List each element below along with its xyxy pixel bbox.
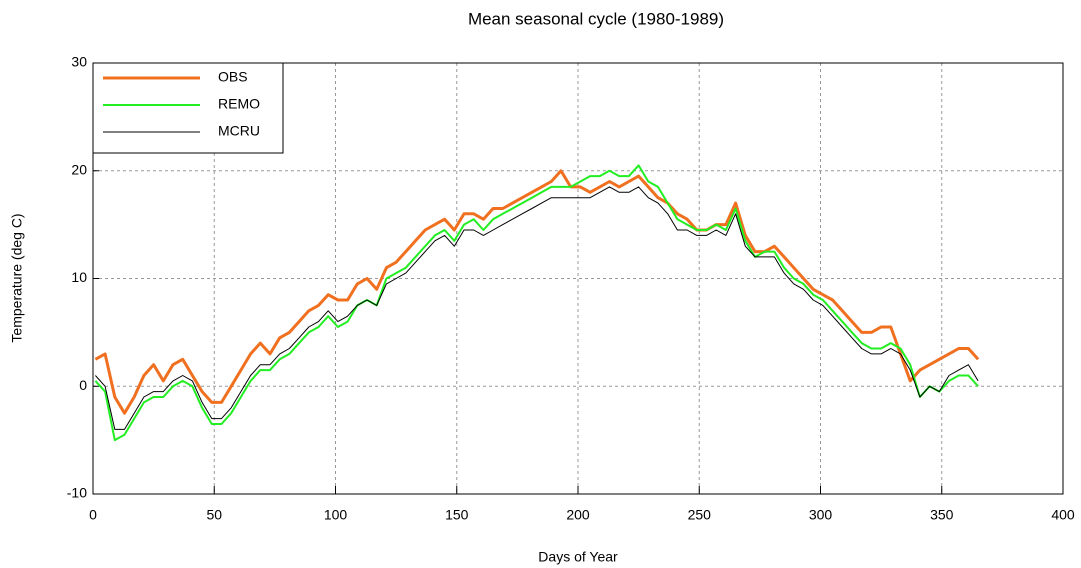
data-line xyxy=(94,169,980,415)
y-tick-label: 30 xyxy=(71,54,87,70)
x-tick-label: 350 xyxy=(930,507,954,523)
data-line xyxy=(94,164,979,442)
x-tick-label: 250 xyxy=(688,507,712,523)
x-tick-label: 0 xyxy=(89,507,97,523)
x-tick-label: 200 xyxy=(566,507,590,523)
y-tick-label: -10 xyxy=(67,485,87,501)
data-line xyxy=(95,186,979,430)
legend-label: MCRU xyxy=(218,123,260,139)
x-tick-label: 150 xyxy=(445,507,469,523)
legend-label: OBS xyxy=(218,69,248,85)
legend-label: REMO xyxy=(218,96,260,112)
y-tick-label: 0 xyxy=(79,377,87,393)
y-axis-label: Temperature (deg C) xyxy=(9,213,25,342)
x-tick-label: 50 xyxy=(206,507,222,523)
plot-frame xyxy=(92,62,1064,495)
x-tick-label: 400 xyxy=(1051,507,1075,523)
x-axis-label: Days of Year xyxy=(538,549,618,565)
chart-title: Mean seasonal cycle (1980-1989) xyxy=(468,9,724,28)
y-tick-label: 20 xyxy=(71,161,87,177)
y-tick-label: 10 xyxy=(71,269,87,285)
x-tick-label: 100 xyxy=(324,507,348,523)
x-tick-label: 300 xyxy=(809,507,833,523)
